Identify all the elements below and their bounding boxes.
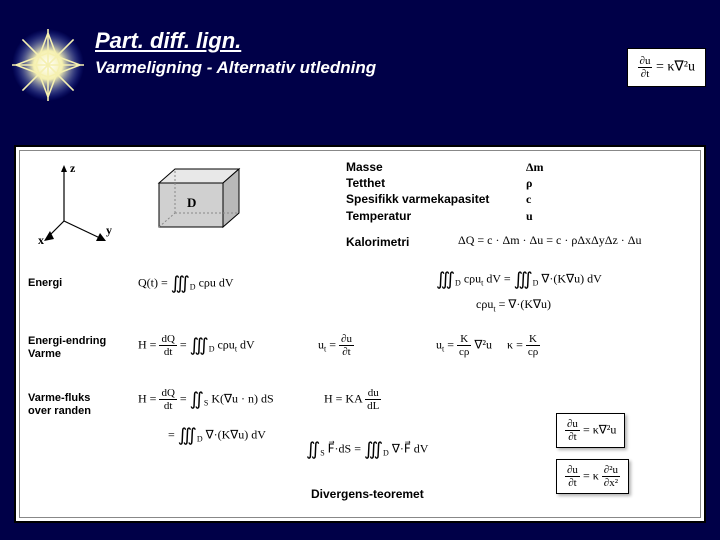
main-panel: z y x D Masse Tetthet Spesifikk varmekap… [14,145,706,523]
top-equation-box: ∂u∂t = κ∇²u [627,48,706,87]
eq-fluks-1: H = dQdt = S K(∇u · n) dS [138,387,274,412]
axis-x: x [38,233,44,248]
val-c: c [526,191,544,207]
axes-diagram: z y x [44,161,134,246]
starburst-icon [8,25,88,105]
label-varme-fluks: Varme-fluks over randen [28,392,91,417]
eq-fluks-2: H = KA dudL [324,387,381,412]
eq-endring-1: H = dQdt = D cρut dV [138,333,255,358]
eq-endring-2: ut = ∂u∂t [318,333,354,358]
properties-values: Δm ρ c u [526,159,544,224]
prop-varmekapasitet: Spesifikk varmekapasitet [346,191,489,207]
kalorimetri-equation: ΔQ = c · Δm · Δu = c · ρΔxΔyΔz · Δu [458,233,642,248]
title-main: Part. diff. lign. [95,28,376,54]
prop-tetthet: Tetthet [346,175,489,191]
eq-fluks-4: S F⃗·dS = D ∇·F⃗ dV [306,439,428,460]
properties-labels: Masse Tetthet Spesifikk varmekapasitet T… [346,159,489,224]
title-sub: Varmeligning - Alternativ utledning [95,58,376,78]
cube-diagram: D [151,165,261,235]
label-energi-endring: Energi-endring Varme [28,335,106,360]
cube-label: D [187,195,196,211]
val-rho: ρ [526,175,544,191]
axis-y: y [106,223,112,238]
prop-temperatur: Temperatur [346,208,489,224]
title-block: Part. diff. lign. Varmeligning - Alterna… [95,28,376,78]
val-u: u [526,208,544,224]
kalorimetri-label: Kalorimetri [346,235,409,249]
label-energi: Energi [28,277,62,290]
eq-fluks-3: = D ∇·(K∇u) dV [168,425,266,446]
divergens-label: Divergens-teoremet [311,487,424,501]
bottom-eq-box-2: ∂u∂t = κ ∂²u∂x² [556,459,629,494]
axis-z: z [70,161,75,176]
eq-endring-right: ut = Kcρ ∇²u κ = Kcρ [436,333,540,358]
eq-energi-1: Q(t) = D cρu dV [138,273,234,294]
val-dm: Δm [526,159,544,175]
prop-masse: Masse [346,159,489,175]
bottom-eq-box-1: ∂u∂t = κ∇²u [556,413,625,448]
eq-energi-right2: cρut = ∇·(K∇u) [476,297,551,313]
eq-energi-right: D cρut dV = D ∇·(K∇u) dV [436,269,602,290]
